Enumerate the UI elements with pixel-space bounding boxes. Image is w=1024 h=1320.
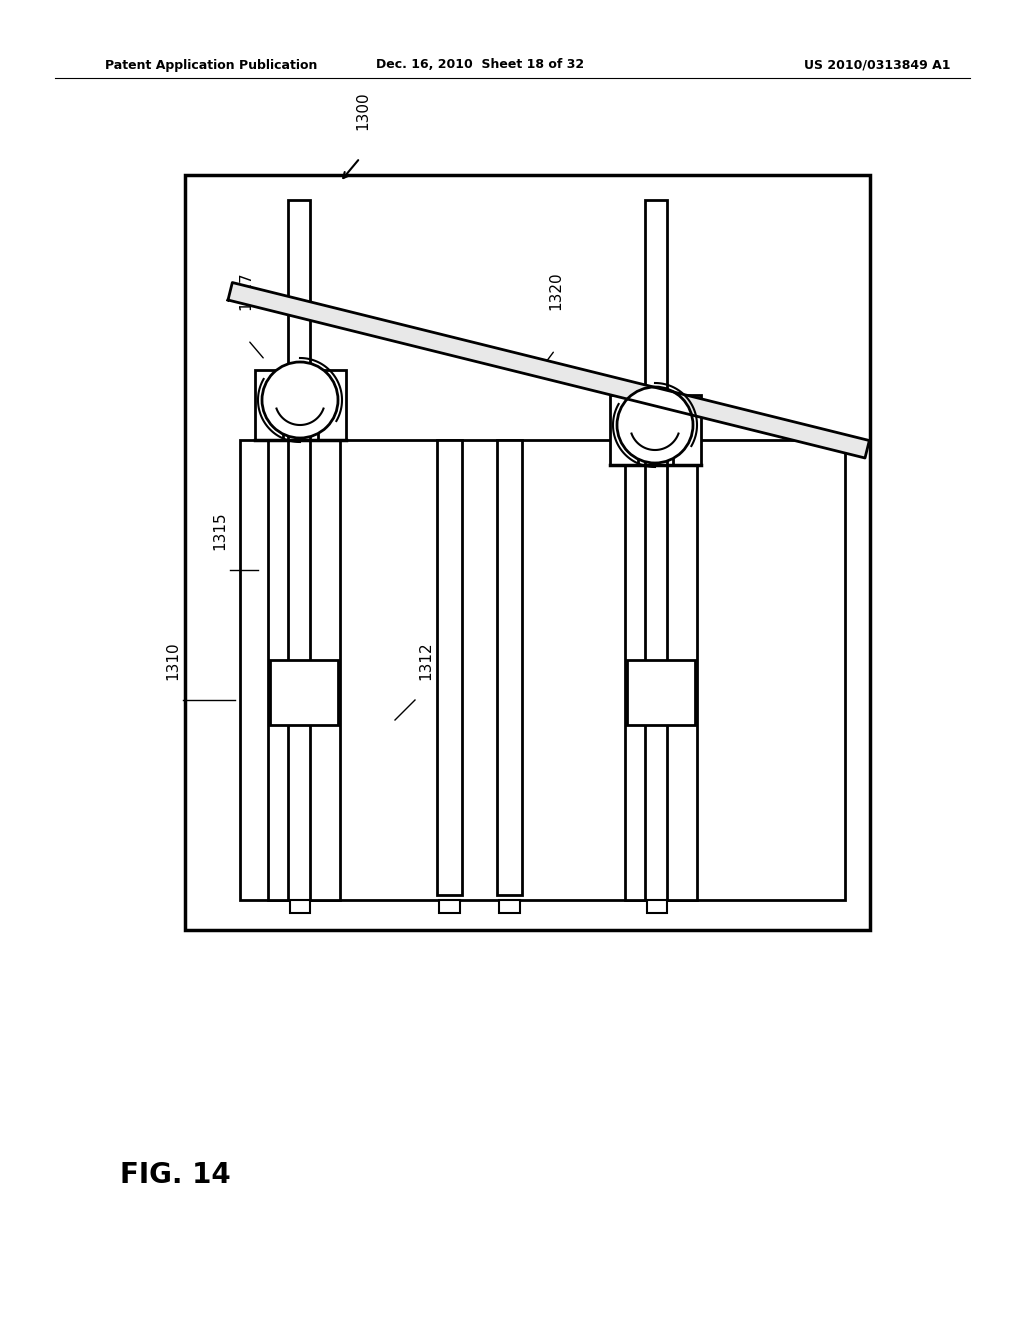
Bar xyxy=(437,440,462,895)
Text: Patent Application Publication: Patent Application Publication xyxy=(105,58,317,71)
Bar xyxy=(610,395,638,465)
Bar xyxy=(673,395,701,465)
Text: US 2010/0313849 A1: US 2010/0313849 A1 xyxy=(804,58,950,71)
Circle shape xyxy=(262,362,338,438)
Bar xyxy=(318,370,346,440)
Text: Dec. 16, 2010  Sheet 18 of 32: Dec. 16, 2010 Sheet 18 of 32 xyxy=(376,58,584,71)
Bar xyxy=(627,660,695,725)
Bar xyxy=(290,900,310,913)
Text: 1320: 1320 xyxy=(548,272,563,310)
Bar xyxy=(270,660,338,725)
Text: FIG. 14: FIG. 14 xyxy=(120,1162,230,1189)
Bar xyxy=(499,900,520,913)
Bar xyxy=(185,176,870,931)
Text: 1312: 1312 xyxy=(418,642,433,680)
Bar xyxy=(240,440,845,900)
Text: 1300: 1300 xyxy=(355,91,370,129)
Text: 1310: 1310 xyxy=(165,642,180,680)
Bar xyxy=(645,201,667,900)
Bar xyxy=(288,201,310,900)
Bar xyxy=(625,440,697,900)
Circle shape xyxy=(617,387,693,463)
Polygon shape xyxy=(228,282,869,458)
Text: 1317: 1317 xyxy=(238,272,253,310)
Bar xyxy=(497,440,522,895)
Bar xyxy=(268,440,340,900)
Bar xyxy=(647,900,667,913)
Bar xyxy=(439,900,460,913)
Text: 1315: 1315 xyxy=(212,511,227,550)
Bar xyxy=(255,370,283,440)
